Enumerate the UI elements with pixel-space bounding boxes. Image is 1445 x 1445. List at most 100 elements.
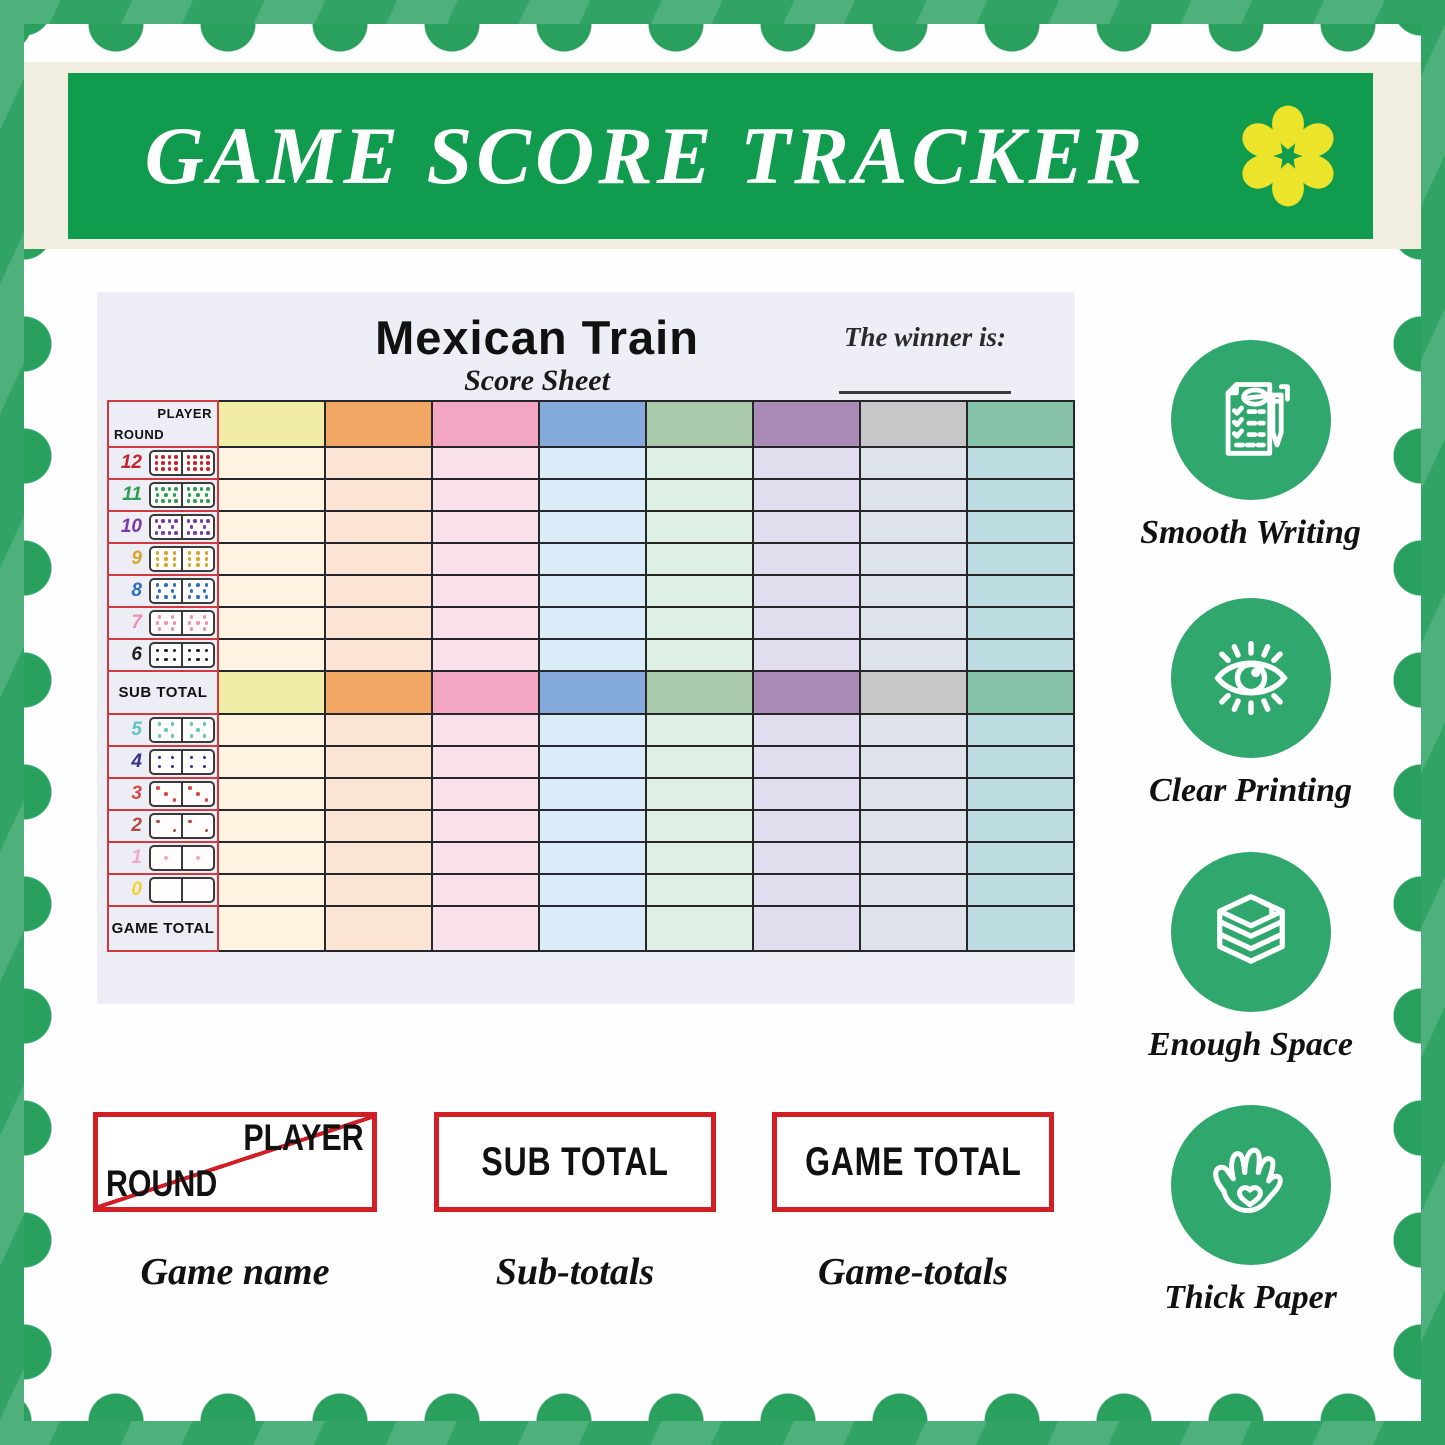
pip-dot xyxy=(170,589,175,593)
pip-dot xyxy=(161,531,165,535)
pip-row xyxy=(153,518,179,524)
table-row: 0 xyxy=(107,873,1076,907)
score-cell xyxy=(751,809,861,843)
sub-total-label: SUB TOTAL xyxy=(118,684,208,701)
pip-dot xyxy=(196,583,200,587)
score-cell xyxy=(751,745,861,779)
pip-dot xyxy=(157,589,162,593)
pip-row xyxy=(185,524,211,530)
score-cell xyxy=(644,905,754,952)
pip-dot xyxy=(204,563,209,567)
score-cell xyxy=(323,542,433,576)
feature-label: Clear Printing xyxy=(1148,772,1353,809)
pip-row xyxy=(153,817,179,826)
score-cell xyxy=(430,606,540,640)
pip-dot xyxy=(167,455,171,459)
pip-row xyxy=(153,733,179,739)
score-cell xyxy=(216,478,326,512)
feature-smooth-writing: Smooth Writing xyxy=(1108,340,1393,552)
stamp-perforation-right xyxy=(1391,24,1421,1421)
score-cell xyxy=(965,446,1076,480)
score-cell xyxy=(323,777,433,811)
round-label-cell: 8 xyxy=(107,574,219,608)
score-cell xyxy=(751,542,861,576)
pip-dot xyxy=(204,657,209,662)
pip-dot xyxy=(164,563,168,567)
score-cell xyxy=(751,841,861,875)
pip-dot xyxy=(172,595,177,599)
player-column-header xyxy=(430,400,540,448)
pip-dot xyxy=(167,519,171,523)
pip-dot xyxy=(161,519,165,523)
pip-dot xyxy=(170,615,175,619)
domino-half xyxy=(181,751,213,773)
score-cell xyxy=(323,510,433,544)
pip-row xyxy=(185,849,211,867)
pip-row xyxy=(185,492,211,498)
pip-row xyxy=(185,826,211,835)
score-cell xyxy=(430,510,540,544)
pip-dot xyxy=(161,467,165,471)
pip-dot xyxy=(167,487,171,491)
pip-row xyxy=(185,785,211,791)
pip-dot xyxy=(196,557,200,561)
score-cell xyxy=(537,873,647,907)
round-label: 10 xyxy=(109,514,217,540)
domino-half xyxy=(181,452,213,474)
score-cell xyxy=(216,510,326,544)
round-number: 7 xyxy=(131,612,142,633)
pip-dot xyxy=(174,519,178,523)
table-row: 3 xyxy=(107,777,1076,811)
table-header-row: PLAYER ROUND xyxy=(107,400,1076,448)
score-cell xyxy=(858,905,968,952)
pip-dot xyxy=(172,798,176,802)
pip-dot xyxy=(189,764,194,769)
score-cell xyxy=(751,446,861,480)
pip-dot xyxy=(172,657,177,662)
pip-row xyxy=(153,460,179,466)
score-cell xyxy=(644,713,754,747)
player-column-header xyxy=(216,400,326,448)
round-label: 8 xyxy=(109,578,217,604)
score-cell xyxy=(751,873,861,907)
pip-dot xyxy=(172,583,177,587)
table-row: 2 xyxy=(107,809,1076,843)
feature-clear-printing: Clear Printing xyxy=(1108,598,1393,810)
score-cell xyxy=(216,638,326,672)
pip-dot xyxy=(161,461,165,465)
winner-blank-line xyxy=(839,391,1011,394)
pip-dot xyxy=(202,615,207,619)
domino-half xyxy=(181,719,213,741)
score-cell xyxy=(858,542,968,576)
pip-dot xyxy=(172,563,177,567)
domino-icon xyxy=(149,514,215,540)
score-cell xyxy=(751,478,861,512)
pip-dot xyxy=(196,493,200,497)
pip-dot xyxy=(164,621,168,625)
round-number: 3 xyxy=(131,783,142,804)
score-cell xyxy=(430,777,540,811)
pip-row xyxy=(153,753,179,762)
callout-game-total-box: GAME TOTAL xyxy=(772,1112,1054,1212)
pip-dot xyxy=(206,519,210,523)
feature-label: Smooth Writing xyxy=(1140,514,1361,551)
score-cell xyxy=(430,905,540,952)
round-label: 12 xyxy=(109,450,217,476)
game-total-label: GAME TOTAL xyxy=(111,920,215,937)
pip-dot xyxy=(156,786,160,790)
domino-half xyxy=(181,815,213,837)
pip-dot xyxy=(172,648,177,653)
pip-row xyxy=(185,588,211,594)
pip-row xyxy=(153,550,179,556)
pip-dot xyxy=(202,755,207,760)
pip-dot xyxy=(155,657,160,662)
pip-row xyxy=(185,620,211,626)
score-cell xyxy=(644,606,754,640)
feature-thick-paper: Thick Paper xyxy=(1108,1105,1393,1317)
table-row: GAME TOTAL xyxy=(107,905,1076,952)
pip-row xyxy=(153,454,179,460)
pip-dot xyxy=(199,461,203,465)
pip-dot xyxy=(204,557,209,561)
pip-dot xyxy=(196,563,200,567)
caption-sub-totals: Sub-totals xyxy=(495,1251,655,1293)
